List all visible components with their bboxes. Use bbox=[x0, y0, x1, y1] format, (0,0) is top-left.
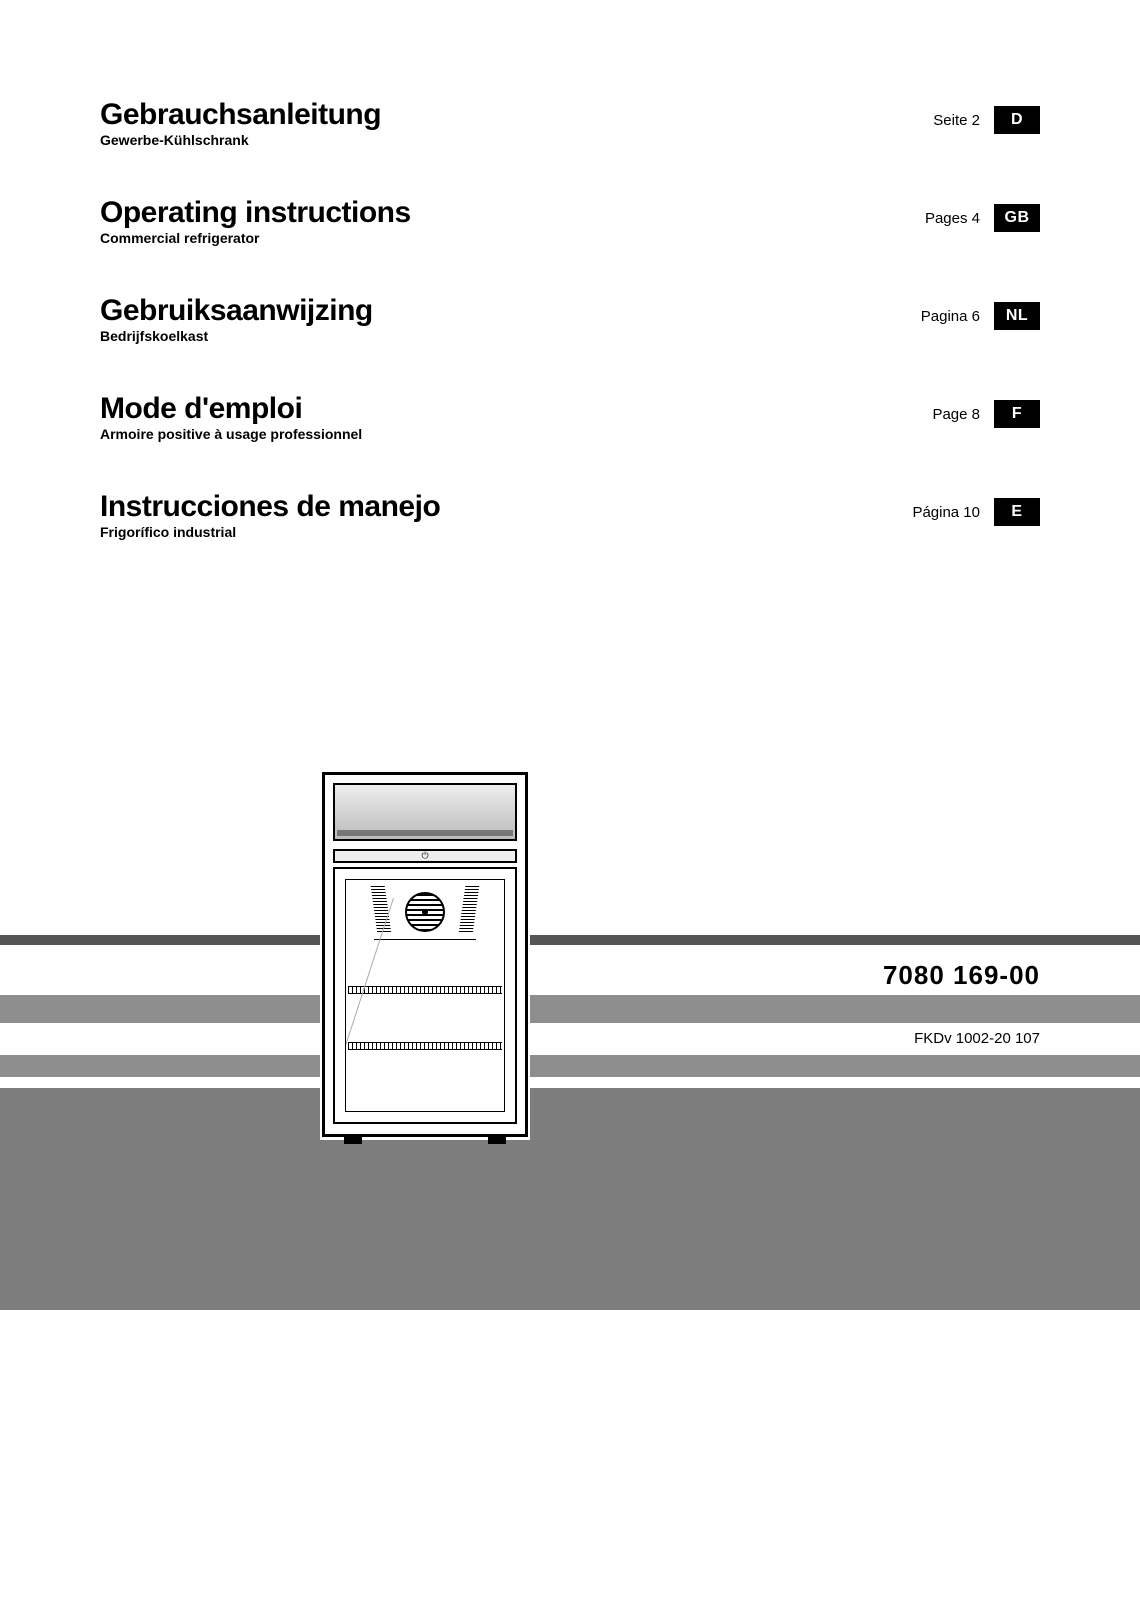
fridge-foot bbox=[344, 1137, 362, 1144]
lang-pageref-group: Seite 2 D bbox=[933, 106, 1040, 134]
page-reference: Page 8 bbox=[932, 406, 980, 423]
lang-title: Instrucciones de manejo bbox=[100, 492, 912, 522]
lang-title: Gebrauchsanleitung bbox=[100, 100, 933, 130]
decorative-band bbox=[0, 935, 1140, 945]
lang-title: Mode d'emploi bbox=[100, 394, 932, 424]
fan-housing bbox=[374, 884, 475, 940]
lang-heading: Mode d'emploi Armoire positive à usage p… bbox=[100, 394, 932, 442]
lang-row-es: Instrucciones de manejo Frigorífico indu… bbox=[100, 492, 1040, 540]
lang-heading: Gebrauchsanleitung Gewerbe-Kühlschrank bbox=[100, 100, 933, 148]
lang-subtitle: Commercial refrigerator bbox=[100, 230, 925, 246]
lang-pageref-group: Pages 4 GB bbox=[925, 204, 1040, 232]
lang-subtitle: Frigorífico industrial bbox=[100, 524, 912, 540]
lang-row-gb: Operating instructions Commercial refrig… bbox=[100, 198, 1040, 246]
lang-row-fr: Mode d'emploi Armoire positive à usage p… bbox=[100, 394, 1040, 442]
lang-subtitle: Armoire positive à usage professionnel bbox=[100, 426, 932, 442]
shelf bbox=[348, 1042, 502, 1050]
lang-row-de: Gebrauchsanleitung Gewerbe-Kühlschrank S… bbox=[100, 100, 1040, 148]
fridge-display-panel bbox=[333, 783, 517, 841]
decorative-band bbox=[0, 1055, 1140, 1077]
fan-icon bbox=[405, 892, 445, 932]
decorative-band bbox=[0, 995, 1140, 1023]
lang-heading: Gebruiksaanwijzing Bedrijfskoelkast bbox=[100, 296, 921, 344]
fridge-interior bbox=[345, 879, 505, 1112]
language-badge: F bbox=[994, 400, 1040, 428]
language-badge: NL bbox=[994, 302, 1040, 330]
fridge-control-strip bbox=[333, 849, 517, 863]
lang-pageref-group: Página 10 E bbox=[912, 498, 1040, 526]
page-reference: Pages 4 bbox=[925, 210, 980, 227]
vent-right bbox=[458, 886, 479, 933]
page-reference: Seite 2 bbox=[933, 112, 980, 129]
lang-row-nl: Gebruiksaanwijzing Bedrijfskoelkast Pagi… bbox=[100, 296, 1040, 344]
manual-cover-page: Gebrauchsanleitung Gewerbe-Kühlschrank S… bbox=[0, 0, 1140, 1600]
lang-heading: Operating instructions Commercial refrig… bbox=[100, 198, 925, 246]
shelf bbox=[348, 986, 502, 994]
language-badge: D bbox=[994, 106, 1040, 134]
refrigerator-illustration bbox=[322, 772, 528, 1137]
fridge-body bbox=[322, 772, 528, 1137]
lang-title: Operating instructions bbox=[100, 198, 925, 228]
page-reference: Página 10 bbox=[912, 504, 980, 521]
page-reference: Pagina 6 bbox=[921, 308, 980, 325]
lang-title: Gebruiksaanwijzing bbox=[100, 296, 921, 326]
language-badge: GB bbox=[994, 204, 1040, 232]
lang-subtitle: Gewerbe-Kühlschrank bbox=[100, 132, 933, 148]
lang-subtitle: Bedrijfskoelkast bbox=[100, 328, 921, 344]
lang-pageref-group: Pagina 6 NL bbox=[921, 302, 1040, 330]
decorative-gap bbox=[0, 1077, 1140, 1088]
lang-pageref-group: Page 8 F bbox=[932, 400, 1040, 428]
fridge-foot bbox=[488, 1137, 506, 1144]
model-number: FKDv 1002-20 107 bbox=[914, 1030, 1040, 1047]
language-badge: E bbox=[994, 498, 1040, 526]
decorative-band bbox=[0, 1088, 1140, 1310]
part-number: 7080 169-00 bbox=[883, 960, 1040, 991]
lang-heading: Instrucciones de manejo Frigorífico indu… bbox=[100, 492, 912, 540]
fridge-glass-door bbox=[333, 867, 517, 1124]
